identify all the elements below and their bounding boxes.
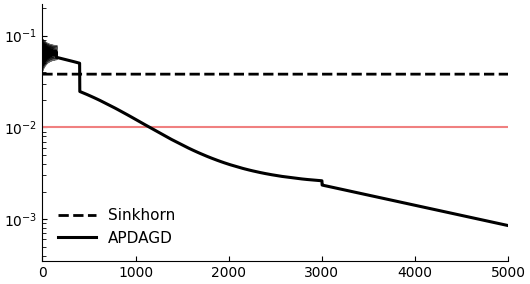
APDAGD — [264, 172, 271, 176]
Sinkhorn — [474, 72, 481, 76]
APDAGD — [361, 193, 368, 196]
Sinkhorn — [361, 72, 368, 76]
APDAGD — [460, 214, 466, 217]
Sinkhorn — [130, 72, 137, 76]
Sinkhorn — [264, 72, 270, 76]
APDAGD — [505, 224, 511, 227]
Legend: Sinkhorn, APDAGD: Sinkhorn, APDAGD — [50, 201, 183, 253]
APDAGD — [39, 42, 46, 45]
Sinkhorn — [39, 72, 46, 76]
APDAGD — [39, 51, 46, 55]
Line: APDAGD: APDAGD — [42, 44, 508, 225]
Sinkhorn — [460, 72, 466, 76]
APDAGD — [472, 217, 478, 220]
Sinkhorn — [471, 72, 478, 76]
Sinkhorn — [505, 72, 511, 76]
APDAGD — [475, 217, 481, 221]
APDAGD — [130, 117, 137, 120]
